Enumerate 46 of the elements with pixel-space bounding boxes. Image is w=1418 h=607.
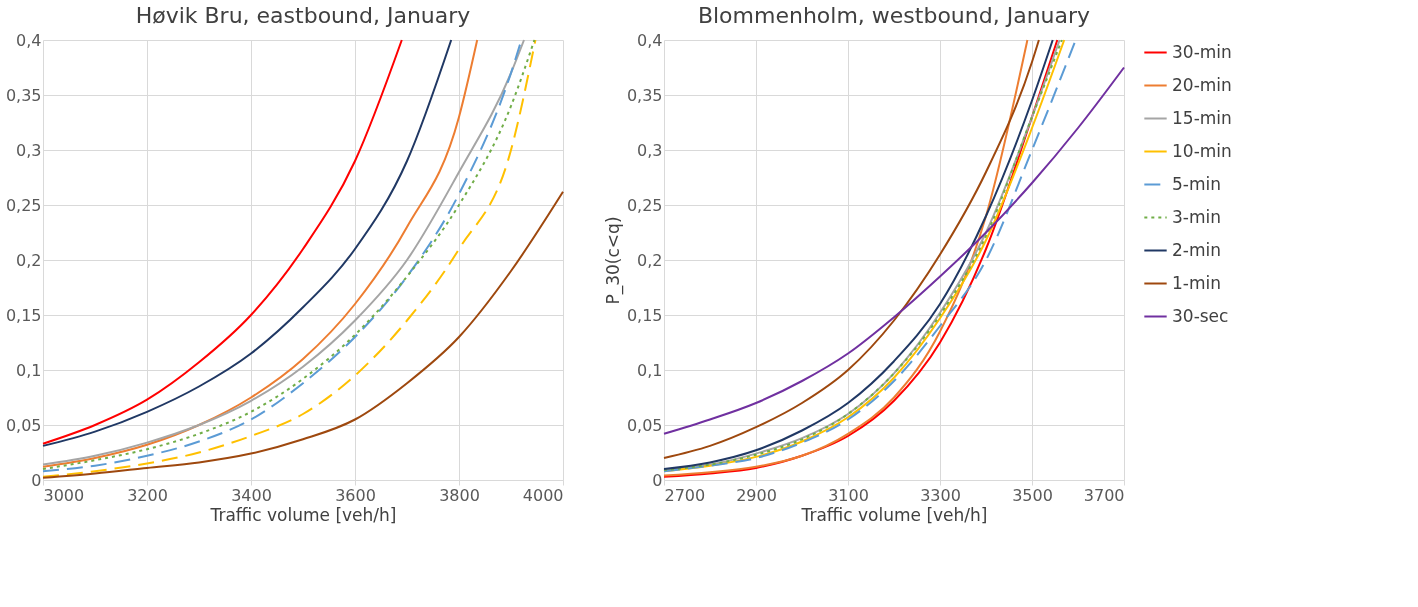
y-tick-label: 0,25	[5, 195, 42, 215]
x-tick-label: 4000	[522, 485, 564, 505]
y-tick-label: 0,3	[637, 140, 663, 160]
y-tick-label: 0,2	[637, 250, 663, 270]
legend-label: 20-min	[1172, 74, 1232, 95]
y-tick-label: 0,4	[637, 30, 663, 50]
chart-title: Blommenholm, westbound, January	[697, 3, 1091, 28]
y-axis-title: P_30(c<q)	[602, 216, 624, 305]
x-axis-title: Traffic volume [veh/h]	[209, 504, 397, 525]
line-series	[663, 66, 1125, 435]
x-tick-label: 3600	[335, 485, 376, 505]
y-tick-label: 0	[31, 470, 42, 490]
x-tick-label: 3100	[828, 485, 869, 505]
x-tick-label: 3000	[43, 485, 85, 505]
y-tick-label: 0,05	[5, 415, 42, 435]
y-tick-label: 0,1	[16, 360, 42, 380]
line-series	[42, 190, 564, 479]
y-tick-label: 0,05	[626, 415, 663, 435]
y-tick-label: 0,1	[637, 360, 663, 380]
legend-label: 10-min	[1172, 140, 1232, 161]
x-tick-label: 2900	[736, 485, 777, 505]
legend-label: 15-min	[1172, 107, 1232, 128]
y-tick-label: 0,15	[5, 305, 42, 325]
legend-label: 30-sec	[1172, 305, 1229, 326]
y-tick-label: 0,4	[16, 30, 42, 50]
y-tick-label: 0,25	[626, 195, 663, 215]
y-tick-label: 0,35	[5, 85, 42, 105]
y-tick-label: 0	[652, 470, 663, 490]
x-tick-label: 3700	[1083, 485, 1125, 505]
y-tick-label: 0,3	[16, 140, 42, 160]
x-tick-label: 3200	[127, 485, 168, 505]
y-tick-label: 0,35	[626, 85, 663, 105]
chart-title: Høvik Bru, eastbound, January	[135, 3, 471, 28]
x-axis-title: Traffic volume [veh/h]	[800, 504, 988, 525]
x-tick-label: 3300	[920, 485, 961, 505]
x-tick-label: 3800	[439, 485, 480, 505]
legend-label: 2-min	[1172, 239, 1222, 260]
x-tick-label: 3400	[231, 485, 272, 505]
legend-label: 30-min	[1172, 41, 1232, 62]
y-tick-label: 0,15	[626, 305, 663, 325]
legend-label: 1-min	[1172, 272, 1222, 293]
legend-label: 5-min	[1172, 173, 1222, 194]
x-tick-label: 2700	[664, 485, 706, 505]
x-tick-label: 3500	[1012, 485, 1053, 505]
legend-label: 3-min	[1172, 206, 1222, 227]
y-tick-label: 0,2	[16, 250, 42, 270]
